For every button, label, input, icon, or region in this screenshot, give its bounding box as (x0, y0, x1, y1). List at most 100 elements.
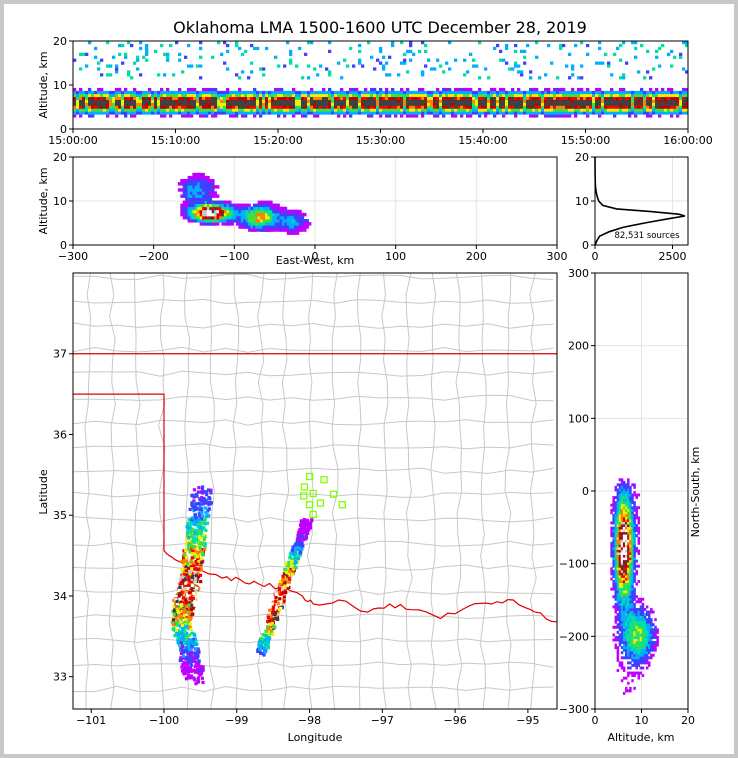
density-cell (76, 96, 80, 100)
density-cell (475, 108, 479, 112)
density-cell (612, 516, 615, 520)
density-cell (633, 503, 636, 507)
density-cell (194, 573, 199, 578)
density-cell (184, 559, 189, 563)
density-cell (616, 541, 620, 545)
x-tick-label: 100 (385, 250, 406, 263)
density-cell (376, 111, 380, 115)
density-cell (382, 105, 386, 109)
density-cell (631, 41, 635, 45)
density-cell (667, 87, 671, 92)
density-cell (496, 96, 500, 100)
density-cell (151, 93, 155, 98)
density-cell (629, 503, 632, 507)
density-cell (358, 61, 362, 65)
density-cell (358, 49, 362, 54)
density-cell (544, 99, 548, 103)
density-cell (325, 99, 329, 103)
density-cell (112, 93, 116, 98)
density-cell (685, 41, 689, 45)
density-cell (550, 96, 554, 100)
density-cell (620, 615, 624, 619)
density-cell (574, 111, 578, 115)
density-cell (562, 43, 566, 48)
density-cell (614, 518, 618, 522)
density-cell (627, 681, 630, 685)
density-cell (616, 597, 620, 601)
density-cell (283, 568, 287, 572)
density-cell (418, 105, 422, 109)
density-cell (189, 531, 193, 535)
density-cell (139, 102, 143, 106)
density-cell (352, 111, 356, 115)
density-cell (629, 587, 632, 591)
density-cell (304, 93, 308, 98)
density-cell (183, 665, 188, 669)
density-cell (484, 90, 488, 95)
density-cell (400, 99, 404, 103)
density-cell (648, 633, 651, 637)
density-cell (616, 623, 620, 627)
density-cell (622, 597, 626, 601)
density-cell (517, 105, 521, 109)
density-cell (631, 635, 634, 639)
density-cell (478, 99, 482, 103)
density-cell (217, 41, 221, 45)
density-cell (618, 590, 622, 594)
density-cell (631, 564, 634, 568)
density-cell (303, 537, 308, 541)
density-cell (391, 93, 395, 98)
density-cell (307, 76, 311, 80)
density-cell (580, 64, 584, 68)
density-cell (394, 111, 398, 115)
density-cell (616, 656, 620, 660)
density-cell (633, 641, 636, 644)
x-tick-label: −300 (58, 250, 88, 263)
density-cell (667, 96, 671, 100)
density-cell (154, 93, 158, 98)
density-cell (535, 111, 539, 115)
density-cell (226, 49, 230, 54)
density-cell (607, 102, 611, 106)
density-cell (643, 105, 647, 109)
density-cell (639, 635, 643, 639)
density-cell (283, 114, 287, 118)
density-cell (612, 544, 615, 548)
density-cell (214, 93, 218, 98)
density-cell (658, 93, 662, 98)
density-cell (633, 607, 636, 611)
density-cell (325, 93, 329, 98)
density-cell (79, 105, 83, 109)
density-cell (618, 541, 622, 545)
density-cell (637, 653, 641, 657)
density-cell (676, 96, 680, 100)
density-cell (502, 108, 506, 112)
density-cell (130, 102, 134, 106)
density-cell (650, 648, 653, 652)
density-cell (180, 609, 184, 613)
density-cell (631, 96, 635, 100)
density-cell (160, 114, 164, 118)
density-cell (631, 628, 634, 632)
density-cell (562, 93, 566, 98)
density-cell (610, 102, 614, 106)
density-cell (624, 506, 628, 510)
density-cell (94, 111, 98, 115)
density-cell (97, 99, 101, 103)
density-cell (616, 93, 620, 98)
density-cell (284, 574, 288, 578)
density-cell (382, 108, 386, 112)
density-cell (154, 102, 158, 106)
density-cell (631, 102, 635, 106)
density-cell (188, 622, 192, 626)
density-cell (618, 526, 622, 530)
density-cell (460, 96, 464, 100)
density-cell (589, 108, 593, 112)
density-cell (529, 114, 533, 118)
density-cell (376, 108, 380, 112)
density-cell (622, 623, 626, 627)
density-cell (94, 105, 98, 109)
density-cell (598, 61, 602, 65)
density-cell (364, 108, 368, 112)
density-cell (196, 111, 200, 115)
